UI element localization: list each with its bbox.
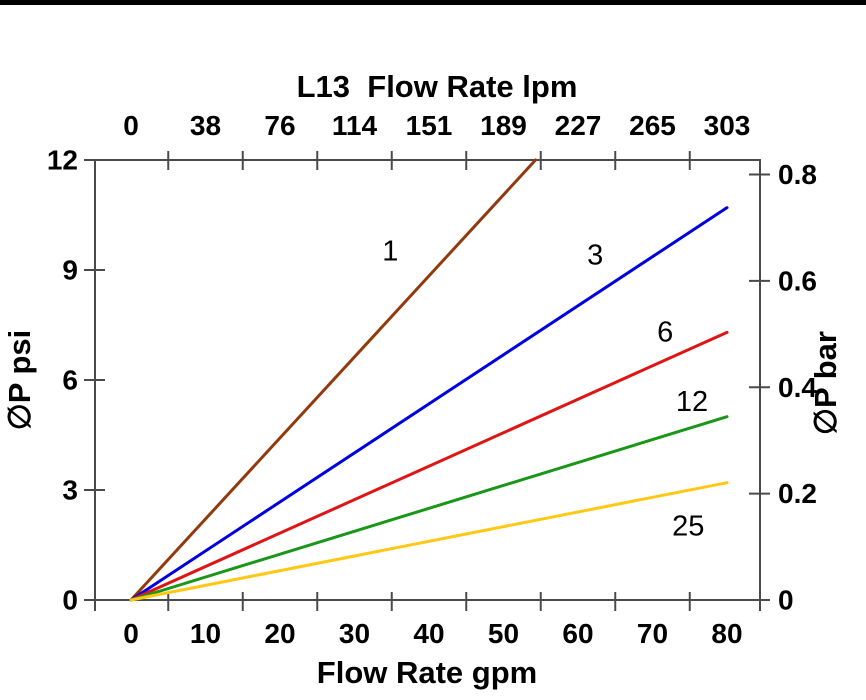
bottom-axis-tick-label: 10 <box>190 618 221 649</box>
bottom-axis-tick-label: 80 <box>711 618 742 649</box>
tick-marks <box>84 151 770 611</box>
right-axis-tick-label: 0.4 <box>778 372 817 403</box>
top-axis-tick-label: 0 <box>123 110 139 141</box>
series-label-1: 1 <box>382 236 398 268</box>
bottom-axis-tick-label: 50 <box>488 618 519 649</box>
series-lines <box>129 158 729 602</box>
series-label-25: 25 <box>672 511 704 543</box>
top-axis-tick-label: 76 <box>264 110 295 141</box>
series-line-1 <box>129 158 538 602</box>
top-axis-tick-label: 38 <box>190 110 221 141</box>
top-axis-tick-label: 265 <box>629 110 676 141</box>
series-line-6 <box>129 330 729 602</box>
series-line-3 <box>129 206 729 602</box>
bottom-axis-tick-label: 0 <box>123 618 139 649</box>
right-axis-tick-label: 0 <box>778 585 794 616</box>
series-label-6: 6 <box>657 316 673 348</box>
right-axis-tick-label: 0.8 <box>778 159 817 190</box>
series-line-12 <box>129 415 729 602</box>
top-axis-tick-label: 151 <box>406 110 453 141</box>
bottom-axis-tick-label: 30 <box>339 618 370 649</box>
left-axis-tick-label: 6 <box>62 365 78 396</box>
top-axis-title: L13 Flow Rate lpm <box>297 69 578 104</box>
left-axis-tick-label: 3 <box>62 475 78 506</box>
left-axis-tick-label: 9 <box>62 255 78 286</box>
series-labels: 1 3 6 12 25 <box>382 236 708 543</box>
top-axis-tick-label: 114 <box>332 110 378 141</box>
top-axis-tick-label: 227 <box>555 110 602 141</box>
plot-frame <box>94 159 761 601</box>
bottom-axis-title: Flow Rate gpm <box>317 655 537 690</box>
series-label-12: 12 <box>676 386 708 418</box>
bottom-axis-tick-label: 60 <box>562 618 593 649</box>
right-axis-title: ∅P bar <box>808 331 843 435</box>
right-axis-tick-label: 0.2 <box>778 478 817 509</box>
right-axis-tick-label: 0.6 <box>778 265 817 296</box>
series-line-25 <box>129 481 729 602</box>
left-axis-title: ∅P psi <box>2 330 37 431</box>
bottom-axis-tick-label: 70 <box>637 618 668 649</box>
bottom-axis-tick-label: 20 <box>264 618 295 649</box>
left-axis-tick-label: 0 <box>62 585 78 616</box>
plot-border <box>94 159 761 601</box>
top-axis-tick-label: 303 <box>704 110 751 141</box>
top-axis-tick-label: 189 <box>480 110 527 141</box>
bottom-axis-tick-label: 40 <box>413 618 444 649</box>
page-top-border <box>0 0 866 5</box>
left-axis-tick-label: 12 <box>47 145 78 176</box>
series-label-3: 3 <box>587 239 603 271</box>
